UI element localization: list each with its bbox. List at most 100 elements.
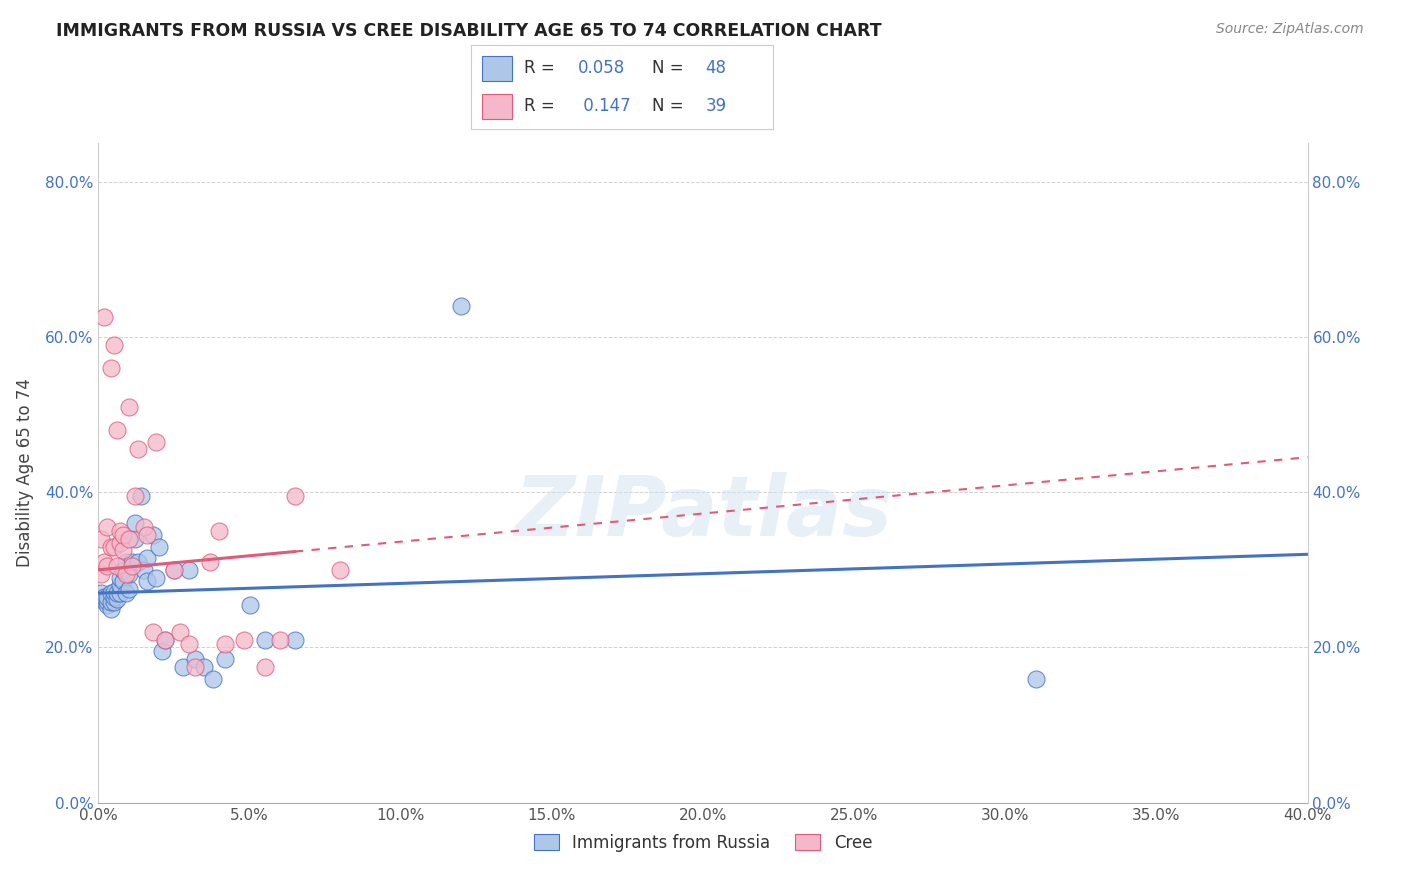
Point [148,540,170,554]
Point [90,566,112,581]
Point [253,632,276,647]
Text: N =: N = [652,60,689,78]
Point [142,528,165,542]
Text: R =: R = [524,97,560,115]
Point [96,558,118,573]
Point [93,594,115,608]
Point [450,299,472,313]
Text: R =: R = [524,60,560,78]
Point [127,555,149,569]
Point [269,632,291,647]
Text: IMMIGRANTS FROM RUSSIA VS CREE DISABILITY AGE 65 TO 74 CORRELATION CHART: IMMIGRANTS FROM RUSSIA VS CREE DISABILIT… [56,22,882,40]
Point [200,555,222,569]
Bar [482,55,512,81]
Point [135,574,157,589]
Point [103,540,125,554]
Point [132,563,155,577]
Point [184,660,207,674]
Point [329,563,352,577]
Point [214,652,236,666]
Point [169,624,191,639]
Point [105,586,128,600]
Point [100,586,122,600]
Point [96,520,118,534]
Point [145,571,167,585]
Point [100,540,122,554]
Text: ZIPatlas: ZIPatlas [515,472,891,553]
Point [108,571,131,585]
Point [208,524,231,538]
Legend: Immigrants from Russia, Cree: Immigrants from Russia, Cree [526,826,880,861]
Point [108,578,131,592]
Text: 39: 39 [706,97,727,115]
Point [114,555,136,569]
Point [124,516,146,531]
Point [96,590,118,604]
Point [284,632,307,647]
Point [124,532,146,546]
Point [132,520,155,534]
Point [253,660,276,674]
Point [114,586,136,600]
Point [105,558,128,573]
Point [111,543,134,558]
Point [103,595,125,609]
Text: 0.058: 0.058 [578,60,626,78]
Point [150,644,173,658]
Point [1024,672,1046,686]
Point [96,594,118,608]
Point [179,563,201,577]
Point [111,563,134,577]
Point [184,652,207,666]
Point [111,528,134,542]
Point [118,400,141,414]
Bar [482,94,512,120]
Text: N =: N = [652,97,689,115]
Point [121,555,143,569]
Point [284,489,307,503]
Point [121,558,143,573]
Point [105,423,128,437]
Point [127,442,149,457]
Point [118,566,141,581]
Point [135,551,157,566]
Point [179,637,201,651]
Text: Source: ZipAtlas.com: Source: ZipAtlas.com [1216,22,1364,37]
Point [239,598,262,612]
Point [153,632,176,647]
Point [193,660,215,674]
Point [114,566,136,581]
Point [172,660,194,674]
Point [93,310,115,325]
Point [153,632,176,647]
Text: 48: 48 [706,60,727,78]
Point [103,590,125,604]
Point [108,535,131,549]
Point [163,563,186,577]
Point [124,489,146,503]
Point [232,632,254,647]
Point [129,489,152,503]
Point [118,582,141,597]
Y-axis label: Disability Age 65 to 74: Disability Age 65 to 74 [15,378,34,567]
Point [96,598,118,612]
Point [93,590,115,604]
Point [100,360,122,375]
Point [214,637,236,651]
Point [108,524,131,538]
Point [93,555,115,569]
Point [90,586,112,600]
Point [100,601,122,615]
Point [145,434,167,449]
Text: 0.147: 0.147 [578,97,631,115]
Point [108,586,131,600]
Point [202,672,225,686]
Point [103,584,125,599]
Point [163,563,186,577]
Point [90,532,112,546]
Point [118,532,141,546]
Point [111,574,134,589]
Point [142,624,165,639]
Point [100,595,122,609]
Point [103,337,125,351]
